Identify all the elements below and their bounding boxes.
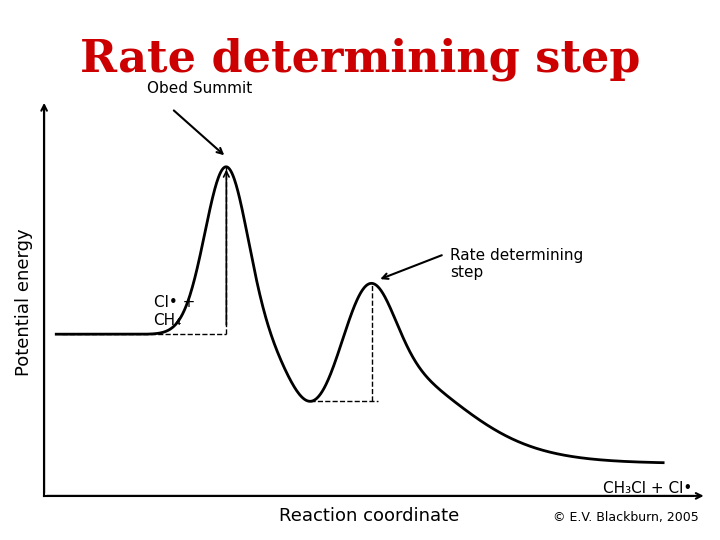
Text: Rate determining step: Rate determining step [80, 38, 640, 82]
Text: Obed Summit: Obed Summit [148, 80, 253, 96]
Text: © E.V. Blackburn, 2005: © E.V. Blackburn, 2005 [553, 511, 698, 524]
Text: Cl• +
CH₄: Cl• + CH₄ [153, 295, 195, 328]
Text: CH₃Cl + Cl•: CH₃Cl + Cl• [603, 481, 692, 496]
Text: Rate determining
step: Rate determining step [451, 248, 584, 280]
Y-axis label: Potential energy: Potential energy [15, 228, 33, 376]
X-axis label: Reaction coordinate: Reaction coordinate [279, 507, 459, 525]
